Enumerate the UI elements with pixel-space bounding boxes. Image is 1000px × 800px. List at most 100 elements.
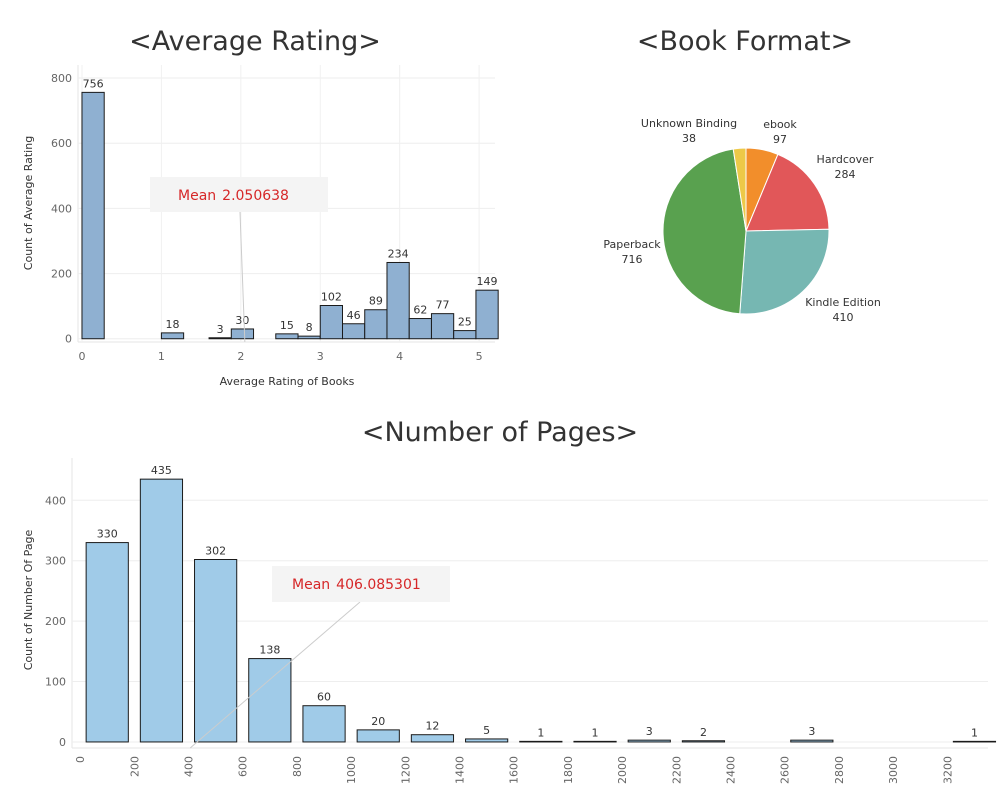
pie-label-ebook-value: 97 (773, 133, 787, 146)
average-rating-y-ticks: 0 200 400 600 800 (51, 72, 72, 346)
pages-bar-value-label: 302 (205, 545, 226, 558)
pie-label-ebook-name: ebook (763, 118, 797, 131)
pages-x-tick-label: 3000 (887, 756, 900, 784)
pages-bar-value-label: 2 (700, 726, 707, 739)
average-rating-mean-box (150, 177, 328, 212)
rating-bar-value-label: 62 (413, 304, 427, 317)
rating-bar (230, 328, 255, 340)
pages-x-tick-label: 3200 (941, 756, 954, 784)
rating-bar-value-label: 25 (458, 316, 472, 329)
number-of-pages-mean-annotation: Mean 406.085301 (292, 577, 421, 593)
pie-label-hardcover: Hardcover 284 (817, 153, 874, 181)
pie-label-kindle-edition-name: Kindle Edition (805, 296, 881, 309)
rating-bar-value-label: 77 (436, 299, 450, 312)
rating-bar (408, 318, 432, 340)
pages-x-tick-label: 2200 (670, 756, 683, 784)
pages-x-tick-label: 2600 (779, 756, 792, 784)
average-rating-title: <Average Rating> (129, 26, 381, 57)
pages-bar-value-label: 3 (808, 725, 815, 738)
rating-y-tick-label: 800 (51, 72, 72, 85)
pages-x-tick-label: 1000 (345, 756, 358, 784)
average-rating-mean-value: 2.050638 (222, 188, 289, 204)
rating-bar-value-label: 18 (166, 318, 180, 331)
rating-x-tick-label: 4 (396, 350, 403, 363)
number-of-pages-y-axis-label: Count of Number Of Page (22, 529, 35, 670)
number-of-pages-data-labels: 330 435 302 138 60 20 12 5 1 1 3 2 3 1 (97, 464, 978, 739)
rating-y-tick-label: 0 (65, 333, 72, 346)
average-rating-bars (81, 91, 499, 340)
pages-bar (85, 542, 129, 743)
pages-bar-value-label: 5 (483, 724, 490, 737)
rating-bar (386, 261, 410, 340)
number-of-pages-mean-box (272, 566, 450, 602)
pages-bar-value-label: 1 (971, 726, 978, 739)
rating-x-tick-label: 1 (158, 350, 165, 363)
average-rating-mean-label: Mean (178, 188, 216, 204)
rating-x-tick-label: 0 (78, 350, 85, 363)
pages-x-tick-label: 2000 (616, 756, 629, 784)
rating-bar (160, 332, 185, 340)
pages-bar (465, 738, 509, 743)
rating-bar-value-label: 30 (235, 314, 249, 327)
pie-label-kindle-edition: Kindle Edition 410 (805, 296, 881, 324)
pages-bar (790, 739, 834, 743)
pie-slice-hardcover (745, 153, 830, 232)
pages-bar (627, 739, 671, 743)
rating-bar-value-label: 8 (306, 321, 313, 334)
pie-label-unknown-binding-name: Unknown Binding (641, 117, 737, 130)
rating-x-tick-label: 3 (317, 350, 324, 363)
rating-bar (364, 309, 388, 340)
pie-label-unknown-binding: Unknown Binding 38 (641, 117, 737, 145)
number-of-pages-bars (85, 478, 997, 743)
number-of-pages-mean-label: Mean (292, 577, 330, 593)
rating-x-tick-label: 2 (237, 350, 244, 363)
number-of-pages-title: <Number of Pages> (362, 417, 638, 448)
pie-label-ebook: ebook 97 (763, 118, 797, 146)
pages-y-tick-label: 200 (45, 615, 66, 628)
rating-bar (275, 333, 299, 340)
average-rating-y-axis-label: Count of Average Rating (22, 136, 35, 270)
pie-label-paperback-name: Paperback (603, 238, 661, 251)
pie-label-hardcover-value: 284 (835, 168, 856, 181)
pages-x-tick-label: 600 (237, 756, 250, 777)
pie-label-kindle-edition-value: 410 (833, 311, 854, 324)
book-format-labels: ebook 97 Hardcover 284 Kindle Edition 410 P… (603, 117, 880, 324)
rating-bar-value-label: 102 (321, 291, 342, 304)
pages-bar (139, 478, 184, 743)
rating-x-tick-label: 5 (476, 350, 483, 363)
pie-label-paperback-value: 716 (622, 253, 643, 266)
pages-y-tick-label: 400 (45, 494, 66, 507)
pages-bar (952, 740, 997, 743)
pages-bar-value-label: 1 (537, 726, 544, 739)
pages-bar (573, 740, 617, 743)
number-of-pages-chart: <Number of Pages> 0 100 200 300 400 0 200 400 6… (22, 417, 997, 784)
pie-label-hardcover-name: Hardcover (817, 153, 874, 166)
rating-bar-value-label: 89 (369, 295, 383, 308)
pages-bar-value-label: 138 (259, 644, 280, 657)
number-of-pages-mean-callout-line (189, 601, 361, 749)
pages-x-tick-label: 1400 (454, 756, 467, 784)
pages-bar-value-label: 1 (592, 726, 599, 739)
pie-slice-unknown-binding (732, 147, 747, 232)
pages-x-tick-label: 200 (128, 756, 141, 777)
pages-x-tick-label: 800 (291, 756, 304, 777)
number-of-pages-mean-value: 406.085301 (336, 577, 421, 593)
pages-bar (681, 740, 726, 743)
rating-y-tick-label: 600 (51, 137, 72, 150)
pages-bar (519, 740, 563, 743)
rating-bar (297, 335, 321, 340)
book-format-chart: <Book Format> ebook 97 Hardcover 284 Kindl… (603, 26, 880, 324)
pages-x-tick-label: 1600 (508, 756, 521, 784)
pie-label-paperback: Paperback 716 (603, 238, 661, 266)
pages-bar-value-label: 3 (646, 725, 653, 738)
pages-bar-value-label: 435 (151, 464, 172, 477)
pages-y-tick-label: 300 (45, 555, 66, 568)
average-rating-mean-annotation: Mean 2.050638 (178, 188, 289, 204)
rating-y-tick-label: 400 (51, 202, 72, 215)
rating-bar (341, 323, 366, 340)
pages-bar-value-label: 60 (317, 691, 331, 704)
rating-bar-value-label: 756 (83, 77, 104, 90)
pages-y-tick-label: 100 (45, 676, 66, 689)
